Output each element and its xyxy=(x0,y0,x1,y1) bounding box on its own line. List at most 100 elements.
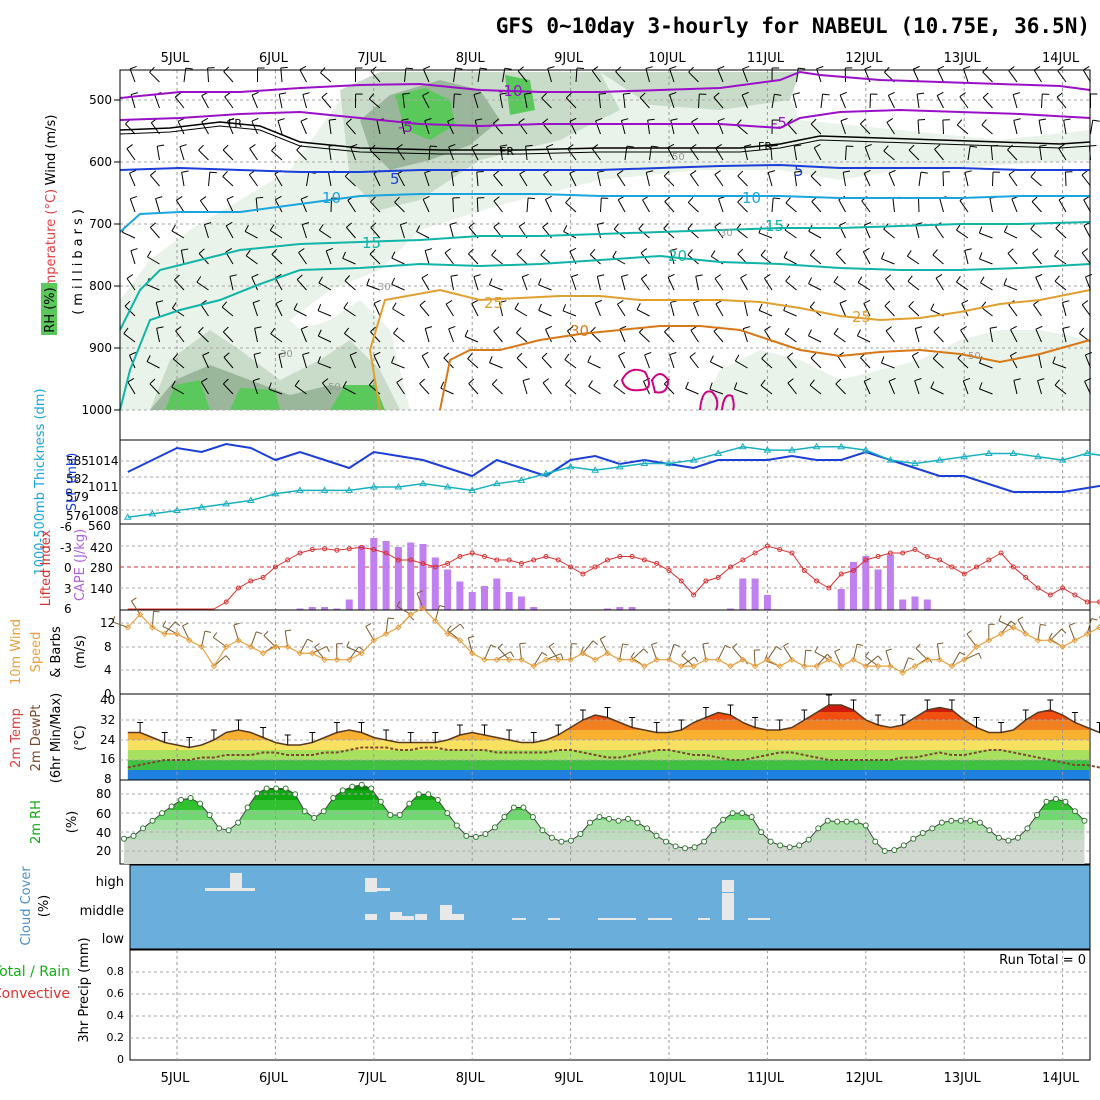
wind-barb xyxy=(328,120,332,135)
wind-barb-flag xyxy=(317,304,322,311)
wind-barb-flag xyxy=(640,274,648,280)
wind10-point xyxy=(924,656,931,663)
wind-barb-flag xyxy=(451,170,459,173)
wind-barb xyxy=(1038,120,1042,135)
wind-barb xyxy=(690,148,699,161)
wind-barb-flag xyxy=(978,226,983,234)
wind-barb-flag xyxy=(798,67,806,70)
temp-band-10 xyxy=(127,770,1089,780)
wind10-barb-flag xyxy=(468,635,475,639)
li-point xyxy=(506,557,512,563)
cloud-block xyxy=(512,918,526,920)
li-point xyxy=(764,543,770,549)
cloud-block xyxy=(365,914,377,920)
wind-barb-flag xyxy=(956,276,961,283)
wind-barb xyxy=(918,172,922,187)
thickness-point xyxy=(492,479,501,487)
rh-point xyxy=(349,783,356,790)
wind10-barb-flag xyxy=(519,642,526,645)
wind10-barb-flag xyxy=(447,625,452,631)
thickness-point xyxy=(960,452,969,460)
wind-barb xyxy=(370,331,381,343)
bottom-date-label: 12JUL xyxy=(845,1071,883,1086)
wind-barb xyxy=(567,148,577,161)
thickness-point xyxy=(296,486,304,493)
wind-barb xyxy=(1007,253,1018,265)
wind-barb-flag xyxy=(964,248,972,251)
wind-barb-flag xyxy=(493,326,500,332)
wind10-barb-flag xyxy=(1010,620,1016,626)
wind-barb-flag xyxy=(667,273,675,278)
wind-barb xyxy=(473,276,479,291)
wind-barb xyxy=(522,380,528,395)
rh-point xyxy=(159,810,166,817)
cloud-level-low: low xyxy=(102,932,125,947)
wind-barb xyxy=(489,362,503,369)
wind-barb-flag xyxy=(638,223,644,230)
wind-barb xyxy=(428,146,431,161)
wind-barb xyxy=(369,253,381,265)
li-point xyxy=(875,554,881,559)
wind-barb-flag xyxy=(405,67,413,70)
wind10-barb-flag xyxy=(358,646,364,651)
wind-barb-flag xyxy=(740,273,747,279)
wind-barb-flag xyxy=(663,170,670,177)
wind-barb-flag xyxy=(956,119,963,126)
wind-barb-flag xyxy=(252,378,260,382)
thickness-point xyxy=(763,446,772,453)
wind10-barb xyxy=(548,646,559,660)
rh-point xyxy=(948,817,955,824)
li-point xyxy=(223,599,229,605)
wind-barb xyxy=(740,277,748,291)
wind-barb-flag xyxy=(1085,351,1093,356)
wind10-barb xyxy=(533,652,543,667)
wind-barb xyxy=(713,331,724,343)
wind-barb-flag xyxy=(528,197,536,200)
cape-bar xyxy=(850,562,857,610)
wind-barb xyxy=(468,253,479,265)
rh-area-dark-low xyxy=(150,365,380,410)
label-5b: 5 xyxy=(794,162,804,180)
rh-point xyxy=(805,836,812,843)
cape-bar xyxy=(444,569,452,610)
dewpt2m-line xyxy=(127,746,1100,769)
wind-barb-flag xyxy=(621,118,629,121)
li-point xyxy=(1035,585,1041,591)
wind10-panel-frame xyxy=(119,609,1091,695)
thickness-point xyxy=(689,456,698,463)
temp-band-30 xyxy=(127,720,1089,730)
wind-barb-flag xyxy=(346,222,353,228)
cape-bar xyxy=(456,581,464,610)
wind-barb xyxy=(1090,120,1094,135)
wind10-barb-flag xyxy=(1040,623,1047,626)
wind-barb-flag xyxy=(612,250,617,258)
wind-barb-flag xyxy=(181,170,189,173)
wind-barb-flag xyxy=(808,277,813,284)
rh-point xyxy=(273,785,280,792)
wind-barb-flag xyxy=(471,299,479,304)
wind-barb xyxy=(787,356,797,369)
slp-line xyxy=(127,442,1100,493)
wind10-barb-flag xyxy=(643,648,649,654)
thickness-point xyxy=(123,513,132,520)
wind-barb xyxy=(663,383,675,395)
wind-barb xyxy=(908,306,920,317)
wind10-tick-0: 0 xyxy=(104,687,112,701)
wind-barb-flag xyxy=(839,299,847,304)
wind-barb xyxy=(642,199,650,213)
wind-barb-flag xyxy=(588,380,593,387)
thickness-point xyxy=(1034,452,1042,460)
bottom-date-label: 11JUL xyxy=(747,1071,785,1086)
wind-barb xyxy=(767,172,773,187)
wind10-barb-flag xyxy=(1091,617,1098,621)
wind-barb xyxy=(175,200,185,213)
wind10-point xyxy=(210,662,218,670)
wind-barb xyxy=(471,303,479,317)
wind-barb xyxy=(424,172,430,187)
wind10-barb-flag xyxy=(966,629,972,635)
wind10-barb-flag xyxy=(732,643,738,648)
wind10-point xyxy=(1059,643,1066,650)
wind-barb-flag xyxy=(343,302,349,309)
wind-barb xyxy=(1011,198,1018,213)
cape-bar xyxy=(837,589,845,610)
